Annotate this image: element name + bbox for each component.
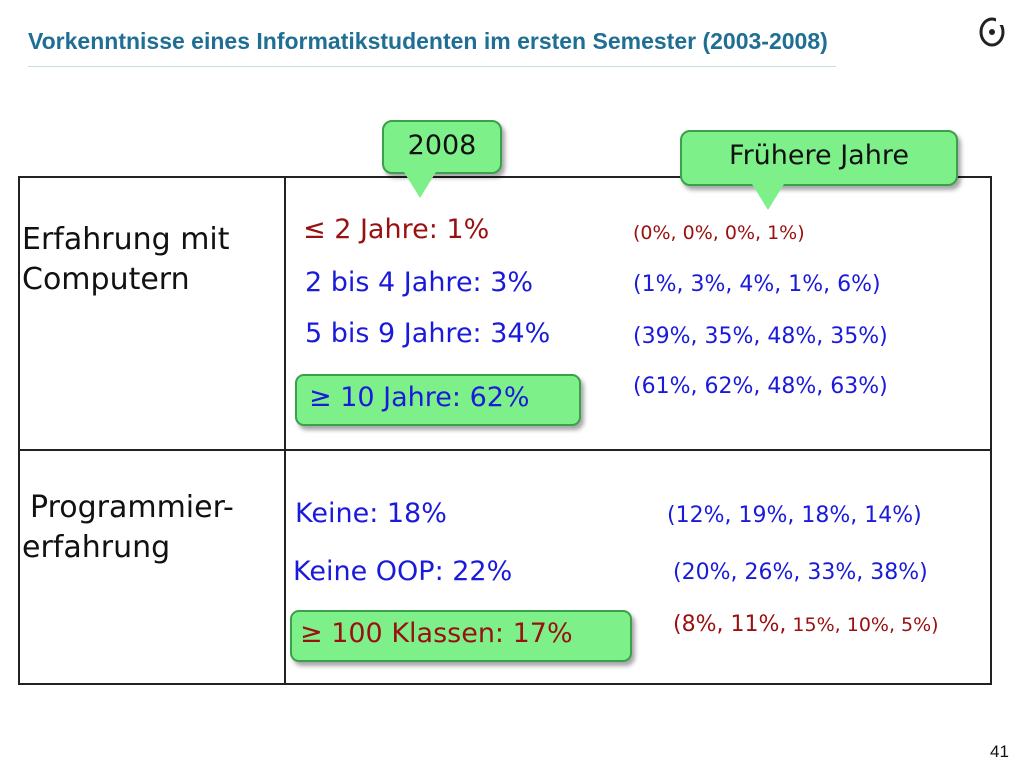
previous-years-value: (39%, 35%, 48%, 35%) xyxy=(633,324,888,349)
previous-years-value: (61%, 62%, 48%, 63%) xyxy=(633,374,888,399)
previous-years-part: 15%, 10%, 5%) xyxy=(786,614,939,636)
eiffel-logo-icon xyxy=(979,17,1006,47)
experience-value: 5 bis 9 Jahre: 34% xyxy=(305,318,551,349)
programming-value: Keine: 18% xyxy=(295,498,447,529)
programming-value: Keine OOP: 22% xyxy=(293,556,513,587)
row-label-line: Erfahrung mit xyxy=(22,222,230,257)
callout-previous-years: Frühere Jahre xyxy=(680,130,958,210)
highlight-experience-value: ≥ 10 Jahre: 62% xyxy=(295,374,581,426)
highlight-programming-value: ≥ 100 Klassen: 17% xyxy=(290,610,632,662)
previous-years-part: (8%, 11%, xyxy=(673,612,787,637)
callout-tail xyxy=(404,172,436,198)
row-label-line: Programmier- xyxy=(30,490,234,525)
previous-years-value: (20%, 26%, 33%, 38%) xyxy=(673,560,928,585)
experience-value: 2 bis 4 Jahre: 3% xyxy=(305,267,534,298)
table-column-divider xyxy=(284,178,286,683)
callout-tail xyxy=(752,184,784,210)
slide-title: Vorkenntnisse eines Informatikstudenten … xyxy=(28,28,828,54)
previous-years-value: (1%, 3%, 4%, 1%, 6%) xyxy=(633,272,881,297)
row-label-line: erfahrung xyxy=(22,530,171,565)
title-divider xyxy=(28,66,836,67)
callout-previous-years-label: Frühere Jahre xyxy=(729,140,909,171)
page-number: 41 xyxy=(990,742,1009,761)
table-row-divider xyxy=(20,449,990,451)
previous-years-value: (8%, 11%, 15%, 10%, 5%) xyxy=(673,612,939,637)
callout-current-year: 2008 xyxy=(382,120,502,198)
row-label-experience: Erfahrung mit Computern xyxy=(22,220,230,300)
experience-value: ≤ 2 Jahre: 1% xyxy=(303,214,490,245)
comparison-table: Erfahrung mit Computern Programmier- erf… xyxy=(18,176,992,685)
previous-years-value: (0%, 0%, 0%, 1%) xyxy=(633,222,805,244)
row-label-programming: Programmier- erfahrung xyxy=(22,488,234,568)
callout-current-year-label: 2008 xyxy=(407,130,477,161)
previous-years-value: (12%, 19%, 18%, 14%) xyxy=(667,503,922,528)
row-label-line: Computern xyxy=(22,262,190,297)
